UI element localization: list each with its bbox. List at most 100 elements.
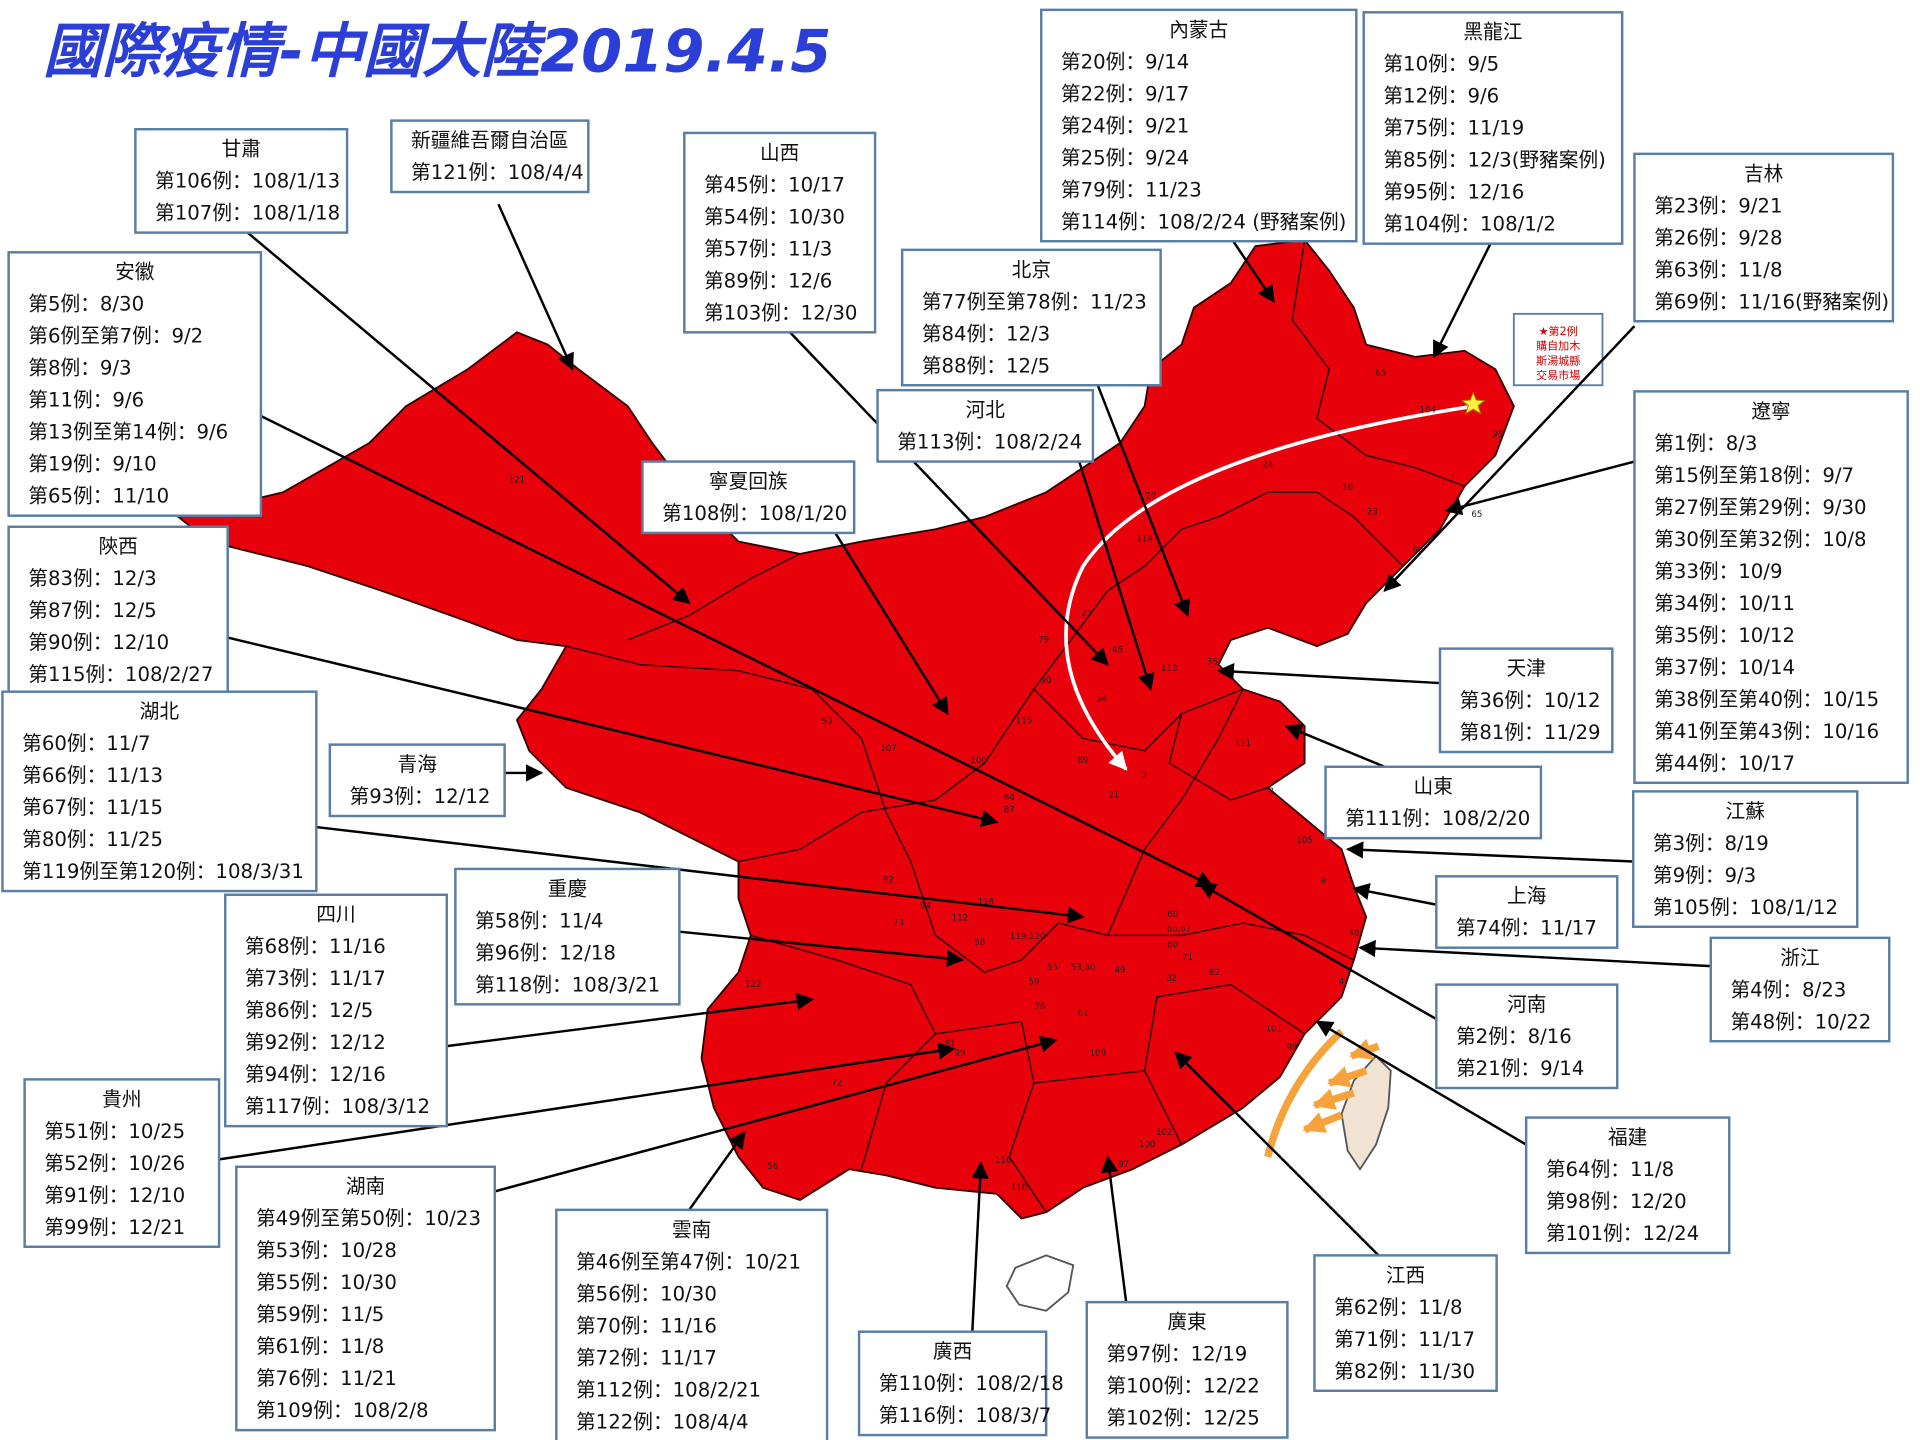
map-case-label: 2 — [1142, 771, 1147, 781]
province-name: 浙江 — [1780, 946, 1819, 969]
box-frame — [1633, 152, 1895, 323]
case-line: 第52例：10/26 — [44, 1152, 185, 1175]
case-line: 第57例：11/3 — [704, 237, 832, 260]
box-frame — [1040, 8, 1358, 243]
pointer-arrow — [1383, 325, 1636, 593]
spread-arc — [1064, 404, 1474, 771]
case-line: 第114例：108/2/24 (野豬案例) — [1061, 210, 1346, 233]
province-name: 江西 — [1386, 1264, 1425, 1287]
case-line: 第66例：11/13 — [22, 764, 163, 787]
case-line: 第115例：108/2/27 — [28, 663, 213, 686]
case-line: 第24例：9/21 — [1061, 114, 1189, 137]
case-line: 第34例：10/11 — [1654, 592, 1795, 615]
map-case-label: 36 — [1207, 658, 1218, 668]
map-case-label: 71 — [1182, 953, 1193, 963]
map-case-label: 87 — [1004, 805, 1015, 815]
box-frame — [23, 1078, 221, 1248]
province-name: 廣西 — [933, 1340, 972, 1363]
map-case-label: 85 — [1375, 368, 1386, 378]
map-case-label: 49 — [1115, 965, 1126, 975]
case-line: 第98例：12/20 — [1546, 1190, 1687, 1213]
case-line: 第5例：8/30 — [28, 293, 144, 316]
province-name: 吉林 — [1744, 162, 1784, 185]
pointer-arrow — [971, 1161, 989, 1332]
case-line: 第59例：11/5 — [256, 1303, 384, 1326]
case-line: 第82例：11/30 — [1334, 1360, 1475, 1383]
box-frame — [7, 525, 229, 696]
case-line: 第80例：11/25 — [22, 828, 163, 851]
case-line: 第3例：8/19 — [1653, 832, 1769, 855]
case-line: 第111例：108/2/20 — [1345, 807, 1530, 830]
map-case-label: 62 — [1209, 968, 1220, 978]
map-case-label: 45 — [1112, 645, 1123, 655]
case-line: 第37例：10/14 — [1654, 656, 1795, 679]
map-case-label: 81 — [945, 1039, 956, 1049]
map-case-label: 60 — [1167, 910, 1178, 920]
map-case-label: 23 — [1367, 507, 1378, 517]
map-case-label: 79 — [1038, 635, 1049, 645]
pointer-arrow — [316, 825, 1085, 924]
origin-star — [1460, 391, 1486, 415]
map-case-label: 84 — [1004, 793, 1015, 803]
map-case-label: 25 — [1081, 608, 1092, 618]
case-line: 第73例：11/17 — [245, 967, 386, 990]
case-line: 第46例至第47例：10/21 — [576, 1250, 801, 1273]
case-line: 第71例：11/17 — [1334, 1328, 1475, 1351]
case-line: 第11例：9/6 — [28, 389, 144, 412]
box-frame — [1435, 983, 1619, 1090]
map-case-label: 102 — [1156, 1128, 1172, 1138]
box-frame — [876, 388, 1095, 463]
case-line: 第90例：12/10 — [28, 631, 169, 654]
strait-arc — [1264, 1028, 1345, 1158]
box-frame — [1709, 936, 1891, 1043]
box-frame — [390, 119, 590, 194]
map-case-label: 65 — [1471, 510, 1482, 520]
box-frame — [1438, 647, 1614, 754]
case-line: 第86例：12/5 — [245, 999, 373, 1022]
case-line: 第81例：11/29 — [1460, 721, 1601, 744]
box-frame — [1362, 11, 1624, 245]
pointer-arrow — [1444, 460, 1635, 516]
case-line: 第91例：12/10 — [44, 1184, 185, 1207]
case-line: 第119例至第120例：108/3/31 — [22, 860, 304, 883]
mainland — [176, 239, 1515, 1220]
province-name: 廣東 — [1167, 1311, 1206, 1334]
map-case-label: 112 — [952, 914, 968, 924]
map-case-label: 69 — [1412, 544, 1423, 554]
map-case-label: 80 — [1167, 941, 1178, 951]
map-case-label: 111 — [1235, 739, 1251, 749]
case-line: 第121例：108/4/4 — [411, 161, 584, 184]
map-case-label: 9 — [1320, 877, 1325, 887]
case-line: 第97例：12/19 — [1106, 1343, 1247, 1366]
province-name: 遼寧 — [1751, 400, 1790, 423]
case-line: 第88例：12/5 — [922, 354, 1050, 377]
pointer-arrow — [1216, 663, 1441, 685]
case-line: 第84例：12/3 — [922, 322, 1050, 345]
case-line: 第9例：9/3 — [1653, 864, 1756, 887]
case-line: 第62例：11/8 — [1334, 1296, 1462, 1319]
box-frame — [1524, 1116, 1731, 1255]
case-line: 第102例：12/25 — [1106, 1407, 1259, 1430]
province-name: 黑龍江 — [1463, 21, 1522, 44]
province-name: 上海 — [1507, 885, 1546, 908]
map-case-label: 109 — [1090, 1049, 1106, 1059]
case-line: 第107例：108/1/18 — [155, 202, 340, 225]
box-frame — [328, 743, 506, 818]
case-line: 第61例：11/8 — [256, 1335, 384, 1358]
box-frame — [1435, 875, 1619, 949]
box-frame — [900, 248, 1162, 387]
province-name: 北京 — [1012, 258, 1051, 281]
map-case-label: 116 — [995, 1156, 1011, 1166]
case-line: 第100例：12/22 — [1106, 1375, 1259, 1398]
case-line: 第96例：12/18 — [475, 941, 616, 964]
case-line: 第27例至第29例：9/30 — [1654, 496, 1866, 519]
map-case-label: 66,67 — [1167, 925, 1192, 935]
case-line: 第77例至第78例：11/23 — [922, 290, 1147, 313]
map-case-label: 3 — [1269, 787, 1274, 797]
map-case-label: 100 — [1139, 1140, 1155, 1150]
